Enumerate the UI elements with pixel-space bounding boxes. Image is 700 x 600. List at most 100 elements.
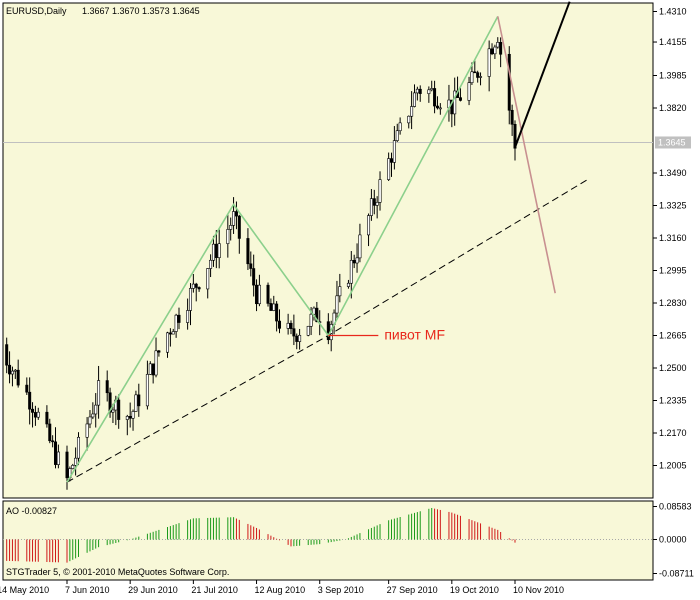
candle-body xyxy=(217,243,221,258)
candle-body xyxy=(105,380,109,394)
candle-body xyxy=(312,307,316,315)
candle-body xyxy=(412,92,416,107)
candle-body xyxy=(309,313,313,327)
candle-body xyxy=(151,363,155,376)
candle-body xyxy=(5,344,9,366)
candle-body xyxy=(117,399,121,420)
candle-body xyxy=(234,211,238,217)
candle-body xyxy=(13,369,17,372)
y-tick-label: 1.3160 xyxy=(659,233,687,243)
candle-body xyxy=(255,284,259,305)
candle-body xyxy=(36,411,40,418)
y-tick-label: 1.2500 xyxy=(659,363,687,373)
y-tick-label: 1.4310 xyxy=(659,7,687,17)
candle-body xyxy=(237,215,241,239)
candle-body xyxy=(378,179,382,203)
candle-body xyxy=(249,263,253,269)
candle-body xyxy=(25,384,29,393)
candle-body xyxy=(372,198,376,206)
zigzag-line xyxy=(66,16,499,483)
candle-body xyxy=(194,283,198,288)
candle-body xyxy=(507,53,511,111)
candle-body xyxy=(272,303,276,311)
y-tick-label: 1.2830 xyxy=(659,298,687,308)
candle-body xyxy=(134,394,138,412)
x-tick-label: 7 Jun 2010 xyxy=(65,585,110,595)
candle-body xyxy=(430,88,434,91)
candle-body xyxy=(33,412,37,418)
candle-body xyxy=(28,391,32,410)
y-tick-label: 1.2170 xyxy=(659,428,687,438)
copyright-text: STGTrader 5, © 2001-2010 MetaQuotes Soft… xyxy=(6,567,229,577)
candle-body xyxy=(206,268,210,290)
candle-body xyxy=(335,295,339,314)
candle-body xyxy=(358,234,362,259)
x-tick-label: 14 May 2010 xyxy=(0,585,49,595)
y-tick-label: 1.4155 xyxy=(659,37,687,47)
price-pane-border xyxy=(2,2,654,499)
y-tick-label: 1.3985 xyxy=(659,71,687,81)
candle-body xyxy=(427,89,431,94)
current-price-box xyxy=(655,136,691,149)
projection-down-line xyxy=(497,16,556,294)
candle-body xyxy=(51,440,55,443)
candle-body xyxy=(435,105,439,109)
candle-body xyxy=(438,107,442,110)
candle-body xyxy=(157,350,161,353)
candle-body xyxy=(137,394,141,407)
candle-body xyxy=(346,282,350,287)
candle-body xyxy=(510,109,514,125)
candle-body xyxy=(499,42,503,55)
indicator-title: AO -0.00827 xyxy=(6,506,57,516)
candle-body xyxy=(166,332,170,353)
candle-body xyxy=(154,350,158,376)
candle-body xyxy=(8,364,12,375)
candle-body xyxy=(369,198,373,216)
x-tick-label: 29 Jun 2010 xyxy=(128,585,178,595)
indicator-tick-label: -0.08711 xyxy=(659,569,694,579)
candle-body xyxy=(186,310,190,323)
candle-body xyxy=(246,238,250,265)
candle-body xyxy=(418,88,422,94)
candle-body xyxy=(338,286,342,297)
candle-body xyxy=(71,465,75,469)
candle-body xyxy=(197,287,201,290)
candle-body xyxy=(91,413,95,418)
candle-body xyxy=(306,326,310,336)
candle-body xyxy=(278,320,282,329)
candle-body xyxy=(326,321,330,341)
candle-body xyxy=(398,122,402,132)
candle-body xyxy=(191,283,195,289)
candle-body xyxy=(410,106,414,117)
pivot-label: пивот MF xyxy=(384,327,445,343)
candle-body xyxy=(395,130,399,141)
candle-body xyxy=(286,322,290,329)
candle-body xyxy=(513,123,517,149)
candle-body xyxy=(298,334,302,342)
projection-up-line xyxy=(514,1,571,148)
candle-body xyxy=(387,158,391,180)
candle-body xyxy=(174,314,178,332)
candle-body xyxy=(111,409,115,413)
candle-body xyxy=(125,416,129,420)
candle-body xyxy=(252,268,256,286)
candle-body xyxy=(128,416,132,419)
candle-body xyxy=(487,48,491,77)
candle-body xyxy=(355,257,359,264)
x-tick-label: 12 Aug 2010 xyxy=(255,585,306,595)
candle-body xyxy=(292,328,296,337)
y-tick-label: 1.2335 xyxy=(659,396,687,406)
candle-body xyxy=(145,374,149,407)
candle-body xyxy=(433,88,437,107)
candle-body xyxy=(479,76,483,78)
candle-body xyxy=(295,335,299,342)
candle-body xyxy=(88,416,92,425)
candle-body xyxy=(108,392,112,413)
candle-body xyxy=(257,284,261,305)
indicator-tick-label: 0.08583 xyxy=(659,502,692,512)
indicator-tick-label: 0.0000 xyxy=(659,535,687,545)
candle-body xyxy=(232,211,236,226)
candle-body xyxy=(45,411,49,425)
